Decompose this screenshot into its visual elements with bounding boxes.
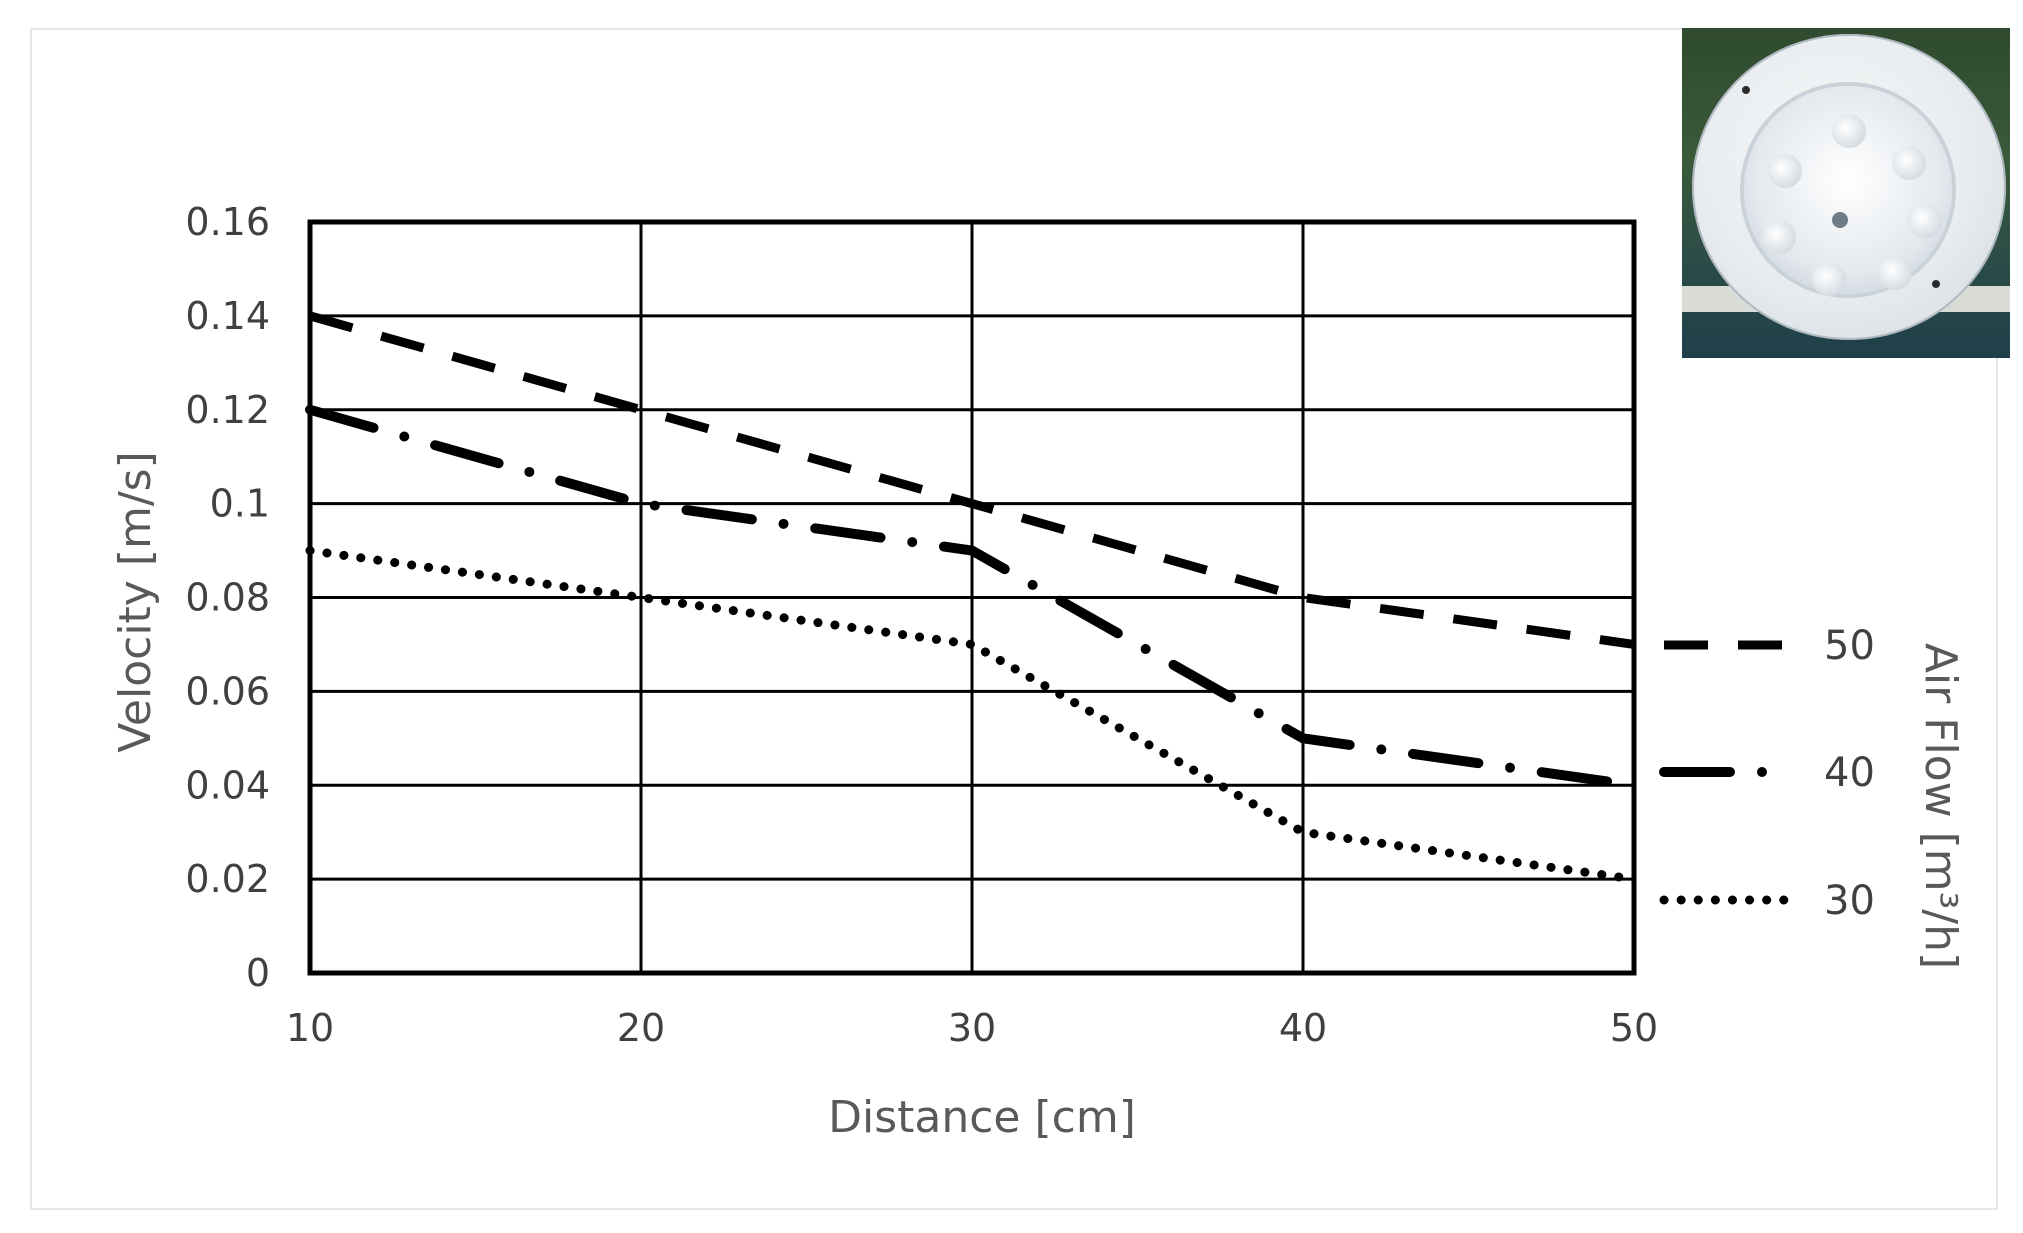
y-tick-label: 0.06 xyxy=(185,669,270,713)
x-tick-label: 20 xyxy=(617,1006,665,1050)
x-tick-label: 40 xyxy=(1279,1006,1327,1050)
x-tick-label: 30 xyxy=(948,1006,996,1050)
y-tick-label: 0.16 xyxy=(185,200,270,244)
y-tick-label: 0.14 xyxy=(185,294,270,338)
diffuser-center xyxy=(1832,212,1848,228)
y-tick-label: 0.02 xyxy=(185,857,270,901)
fan-diffuser-photo xyxy=(1682,28,2010,358)
legend-label-30: 30 xyxy=(1824,878,1875,924)
y-tick-label: 0.1 xyxy=(210,482,270,526)
diffuser-hole xyxy=(1768,154,1802,188)
series-line-50 xyxy=(308,311,1635,649)
diffuser-screw xyxy=(1742,86,1750,94)
series-line-30 xyxy=(305,546,1639,884)
diffuser-hole xyxy=(1878,256,1912,290)
plot-area-border xyxy=(307,219,1637,976)
y-tick-label: 0 xyxy=(246,951,270,995)
x-tick-label: 50 xyxy=(1610,1006,1658,1050)
y-tick-label: 0.08 xyxy=(185,576,270,620)
tick-layer: 0 0.02 0.04 0.06 0.08 0.1 0.12 0.14 0.16 10 20 30 40… xyxy=(185,200,1658,1050)
series-layer xyxy=(305,311,1639,884)
y-axis-title: Velocity [m/s] xyxy=(110,451,161,753)
y-tick-label: 0.04 xyxy=(185,763,270,807)
diffuser-hole xyxy=(1892,146,1926,180)
x-axis-title: Distance [cm] xyxy=(828,1092,1136,1143)
diffuser-hole xyxy=(1762,220,1796,254)
diffuser-screw xyxy=(1932,280,1940,288)
legend-label-40: 40 xyxy=(1824,750,1875,796)
diffuser-hole xyxy=(1908,204,1942,238)
legend-label-50: 50 xyxy=(1824,623,1875,669)
x-tick-label: 10 xyxy=(286,1006,334,1050)
series-line-40 xyxy=(305,404,1639,791)
figure-frame xyxy=(30,28,1998,1210)
legend: 50 40 30 xyxy=(1659,623,1875,924)
diffuser-hole xyxy=(1812,262,1846,296)
diffuser-hole xyxy=(1832,114,1866,148)
grid-layer xyxy=(307,219,1637,976)
y-tick-label: 0.12 xyxy=(185,388,270,432)
legend-title: Air Flow [m³/h] xyxy=(1915,643,1966,969)
